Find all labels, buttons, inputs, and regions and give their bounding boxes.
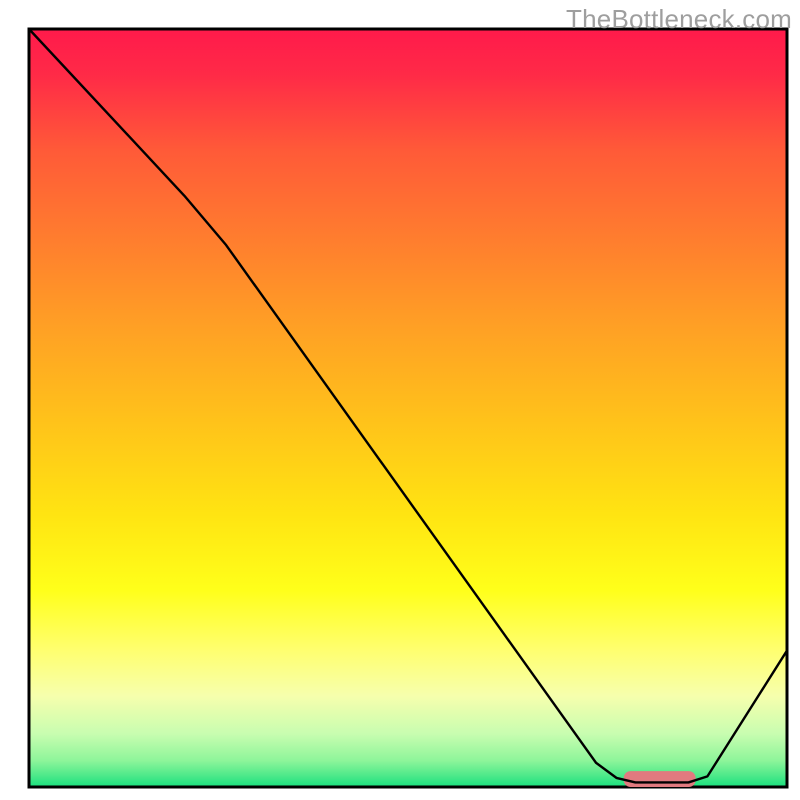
optimum-marker <box>624 771 696 787</box>
bottleneck-chart: TheBottleneck.com <box>0 0 800 800</box>
watermark-text: TheBottleneck.com <box>566 4 792 35</box>
chart-svg <box>0 0 800 800</box>
gradient-background <box>29 29 787 787</box>
